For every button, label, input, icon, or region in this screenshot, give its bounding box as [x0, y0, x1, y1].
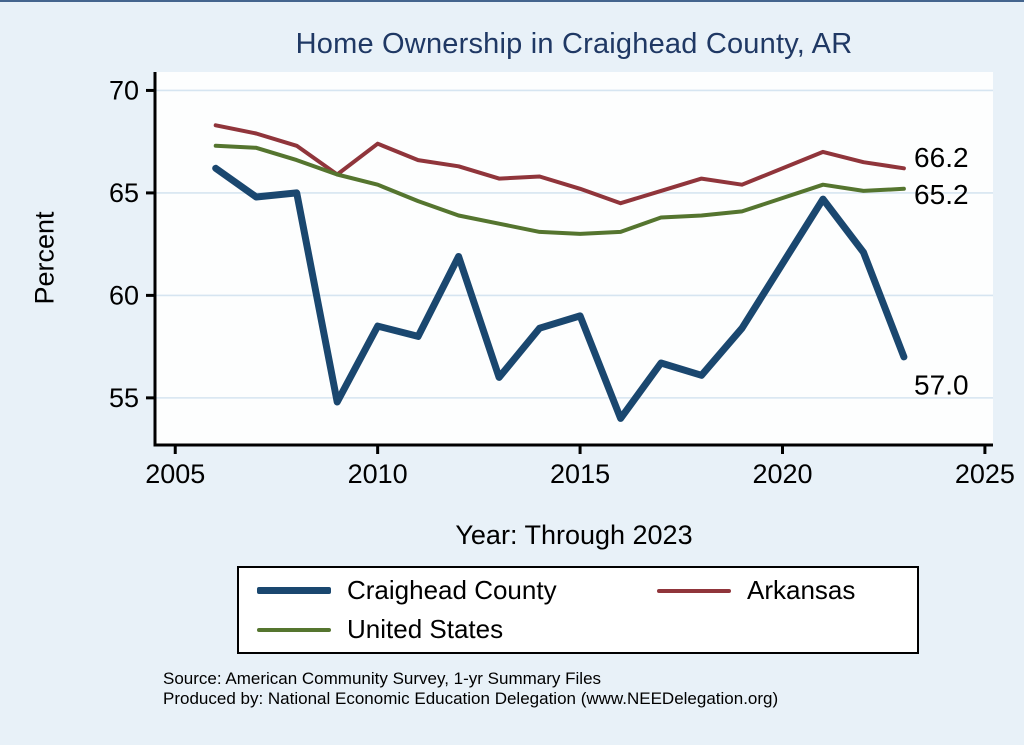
- source-line-2: Produced by: National Economic Education…: [163, 689, 779, 708]
- chart-title: Home Ownership in Craighead County, AR: [295, 28, 853, 60]
- svg-text:2025: 2025: [955, 459, 1015, 489]
- source-line-1: Source: American Community Survey, 1-yr …: [163, 669, 602, 688]
- svg-text:2005: 2005: [145, 459, 205, 489]
- united-states-line-swatch: [257, 627, 331, 632]
- legend-label-united-states: United States: [347, 614, 504, 644]
- legend-row: Craighead County Arkansas: [257, 575, 917, 606]
- legend-label-arkansas: Arkansas: [747, 575, 856, 605]
- svg-text:65: 65: [109, 178, 139, 208]
- x-axis-label: Year: Through 2023: [455, 520, 693, 550]
- source-note: Source: American Community Survey, 1-yr …: [163, 669, 778, 709]
- craighead-county-line-swatch: [257, 587, 331, 594]
- svg-text:2015: 2015: [550, 459, 610, 489]
- svg-text:60: 60: [109, 280, 139, 310]
- legend-label-craighead-county: Craighead County: [347, 575, 557, 605]
- legend-item-craighead-county: Craighead County: [257, 575, 657, 606]
- legend-item-united-states: United States: [257, 614, 657, 645]
- svg-text:65.2: 65.2: [914, 179, 969, 210]
- svg-text:2010: 2010: [348, 459, 408, 489]
- legend-item-arkansas: Arkansas: [657, 575, 855, 606]
- arkansas-line-swatch: [657, 588, 731, 593]
- legend: Craighead County Arkansas United States: [237, 566, 919, 654]
- legend-row: United States: [257, 614, 917, 645]
- svg-text:66.2: 66.2: [914, 142, 969, 173]
- svg-text:55: 55: [109, 383, 139, 413]
- svg-text:57.0: 57.0: [914, 370, 969, 401]
- svg-text:70: 70: [109, 75, 139, 105]
- svg-text:2020: 2020: [752, 459, 812, 489]
